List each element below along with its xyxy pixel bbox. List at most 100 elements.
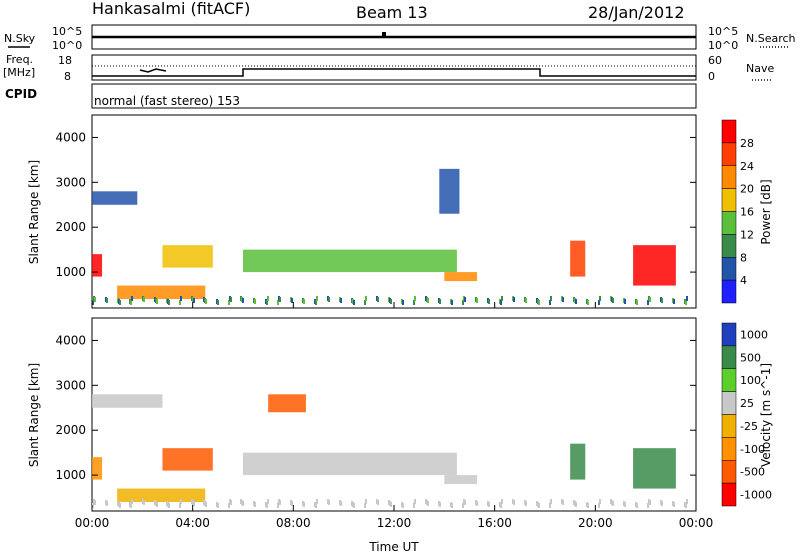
velocity-echo-region — [117, 488, 206, 503]
power-plot-frame — [91, 114, 697, 309]
velocity-ground-scatter — [119, 503, 121, 508]
power-echo-region — [570, 240, 586, 277]
power-ytick-label: 4000 — [55, 130, 86, 144]
velocity-ground-scatter — [501, 499, 503, 504]
velocity-ground-scatter — [598, 503, 600, 508]
power-ytick-label: 1000 — [55, 265, 86, 279]
nave-trace — [92, 68, 696, 77]
power-ground-scatter — [427, 298, 429, 303]
power-ground-scatter — [488, 299, 490, 304]
velocity-ground-scatter — [636, 503, 638, 508]
power-echo-region — [439, 168, 460, 214]
power-echo-region — [243, 249, 457, 273]
time-xtick-label: 12:00 — [377, 516, 412, 530]
power-ground-scatter — [119, 300, 121, 305]
velocity-colorbar-segment — [721, 345, 737, 369]
velocity-echo-region — [243, 452, 457, 476]
velocity-ground-scatter — [624, 502, 626, 507]
power-colorbar-segment — [721, 119, 737, 144]
velocity-ground-scatter — [130, 503, 132, 508]
power-ground-scatter — [254, 299, 256, 304]
velocity-ground-scatter — [277, 503, 279, 508]
time-xtick-label: 20:00 — [578, 516, 613, 530]
nsky-panel: N.Sky 10^5 10^0 10^5 10^0 N.Search — [4, 24, 796, 52]
power-ground-scatter — [377, 297, 379, 302]
power-ground-scatter — [587, 300, 589, 305]
velocity-echo-region — [92, 457, 103, 480]
velocity-ground-scatter — [228, 503, 230, 508]
power-ground-scatter — [476, 298, 478, 303]
velocity-ground-scatter — [315, 503, 317, 508]
time-xtick-label: 00:00 — [679, 516, 714, 530]
velocity-ground-scatter — [377, 500, 379, 505]
power-ground-scatter — [451, 300, 453, 305]
velocity-ground-scatter — [587, 503, 589, 508]
power-ground-scatter — [156, 299, 158, 304]
date-title: 28/Jan/2012 — [588, 3, 685, 22]
velocity-ground-scatter — [205, 502, 207, 507]
velocity-colorbar-segment — [721, 391, 737, 415]
power-ytick-label: 2000 — [55, 220, 86, 234]
power-ground-scatter — [230, 297, 232, 302]
velocity-ground-scatter — [364, 503, 366, 508]
velocity-ground-scatter — [612, 501, 614, 506]
velocity-ground-scatter — [92, 503, 94, 508]
velocity-ground-scatter — [179, 503, 181, 508]
power-ground-scatter — [340, 298, 342, 303]
power-colorbar-segment — [721, 234, 737, 258]
power-ground-scatter — [143, 297, 145, 302]
power-ground-scatter — [365, 296, 367, 301]
velocity-ground-scatter — [647, 503, 649, 508]
freq-left-bottom: 8 — [64, 70, 71, 83]
power-ground-scatter — [500, 300, 502, 305]
velocity-colorbar-segment — [721, 460, 737, 484]
velocity-colorbar-tick-label: -1000 — [740, 489, 772, 502]
power-echo-region — [444, 272, 478, 282]
velocity-ytick-label: 2000 — [55, 423, 86, 437]
power-ground-scatter — [414, 296, 416, 301]
station-title: Hankasalmi (fitACF) — [92, 0, 250, 18]
velocity-echo-region — [444, 475, 478, 485]
power-ground-scatter — [550, 296, 552, 301]
velocity-ground-scatter — [685, 503, 687, 508]
velocity-ground-scatter — [242, 501, 244, 506]
power-ground-scatter — [549, 300, 551, 305]
power-ground-scatter — [462, 300, 464, 305]
power-colorbar-segment — [721, 142, 737, 166]
power-ground-scatter — [575, 299, 577, 304]
velocity-ground-scatter — [279, 500, 281, 505]
power-ground-scatter — [661, 298, 663, 303]
power-colorbar-tick-label: 28 — [740, 137, 754, 150]
power-colorbar-tick-label: 8 — [740, 251, 747, 264]
power-ground-scatter — [316, 296, 318, 301]
velocity-ground-scatter — [267, 499, 269, 504]
nsky-right-top: 10^5 — [708, 25, 738, 38]
velocity-colorbar-tick-label: -25 — [740, 420, 758, 433]
velocity-echo-region — [268, 394, 306, 413]
power-ground-scatter — [131, 296, 133, 301]
velocity-ground-scatter — [661, 501, 663, 506]
cpid-panel: CPID normal (fast stereo) 153 — [5, 83, 697, 109]
velocity-ground-scatter — [365, 499, 367, 504]
power-ground-scatter — [390, 299, 392, 304]
velocity-ylabel: Slant Range [km] — [27, 363, 41, 467]
power-ground-scatter — [217, 300, 219, 305]
velocity-ground-scatter — [94, 500, 96, 505]
velocity-plot-frame — [91, 317, 697, 512]
power-ground-scatter — [242, 298, 244, 303]
velocity-echo-region — [570, 443, 586, 480]
velocity-ground-scatter — [599, 499, 601, 504]
power-ground-scatter — [92, 300, 94, 305]
velocity-colorbar-segment — [721, 437, 737, 461]
beam-title: Beam 13 — [356, 3, 428, 22]
power-echo-region — [633, 245, 676, 286]
power-ground-scatter — [228, 300, 230, 305]
velocity-colorbar-label: Velocity [m s^-1] — [759, 363, 773, 467]
power-colorbar-segment — [721, 211, 737, 235]
power-ground-scatter — [328, 297, 330, 302]
power-colorbar-tick-label: 12 — [740, 228, 754, 241]
power-ground-scatter — [624, 299, 626, 304]
velocity-ground-scatter — [673, 502, 675, 507]
power-ground-scatter — [315, 300, 317, 305]
velocity-ground-scatter — [462, 503, 464, 508]
